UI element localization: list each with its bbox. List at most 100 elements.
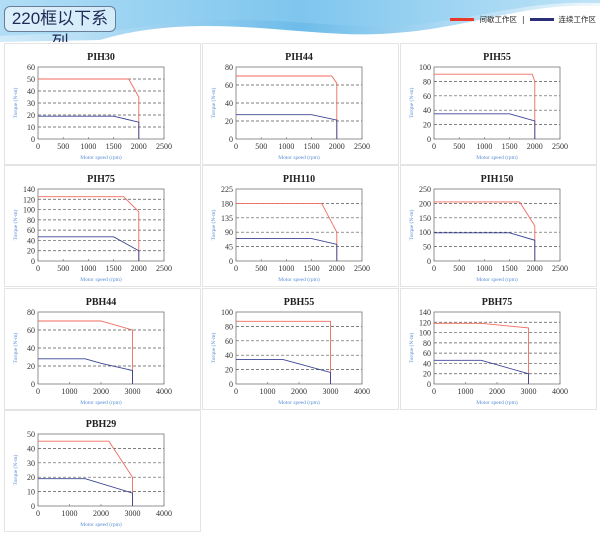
- y-tick-label: 20: [27, 247, 35, 256]
- series-continuous-line: [38, 115, 140, 139]
- x-tick-label: 1500: [304, 142, 320, 151]
- x-tick-label: 1500: [106, 142, 122, 151]
- y-tick-label: 50: [27, 430, 35, 439]
- y-axis-label: Torque (N-m): [210, 88, 217, 119]
- x-tick-label: 1000: [476, 264, 492, 273]
- series-continuous-line: [236, 238, 338, 261]
- y-tick-label: 40: [423, 359, 431, 368]
- y-tick-label: 40: [27, 236, 35, 245]
- series-continuous-line: [236, 359, 331, 384]
- y-tick-label: 40: [27, 87, 35, 96]
- x-tick-label: 2000: [93, 509, 109, 518]
- chart-title: PBH44: [86, 297, 117, 308]
- chart-svg: PIH110 0 45 90 135 180 225 0 500 1000 1500 2000 2500…: [210, 174, 370, 283]
- y-tick-label: 120: [23, 195, 35, 204]
- chart-title: PIH44: [285, 52, 313, 63]
- x-tick-label: 500: [57, 142, 69, 151]
- x-tick-label: 500: [255, 264, 267, 273]
- series-intermittent-line: [434, 322, 529, 384]
- plot-frame: [235, 188, 363, 262]
- x-axis-label: Motor speed (rpm): [278, 154, 320, 161]
- chart-panel-pih44: PIH44 0 20 40 60 80 0 500 1000 1500 2000 2500 Motor …: [202, 43, 399, 165]
- series-continuous-line: [236, 114, 338, 139]
- y-tick-label: 40: [27, 344, 35, 353]
- x-tick-label: 0: [234, 264, 238, 273]
- y-tick-label: 10: [27, 123, 35, 132]
- series-continuous-line: [38, 358, 133, 384]
- x-tick-label: 500: [57, 264, 69, 273]
- y-tick-label: 0: [229, 135, 233, 144]
- chart-panel-pih30: PIH30 0 10 20 30 40 50 60 0 500 1000 1500 2000 2500 Mo…: [4, 43, 201, 165]
- x-tick-label: 1000: [80, 142, 96, 151]
- x-tick-label: 500: [453, 142, 465, 151]
- x-tick-label: 2000: [489, 387, 505, 396]
- y-tick-label: 100: [419, 329, 431, 338]
- y-tick-label: 0: [31, 502, 35, 511]
- series-intermittent-line: [38, 196, 140, 261]
- y-tick-label: 20: [27, 473, 35, 482]
- y-tick-label: 100: [221, 308, 233, 317]
- y-tick-label: 10: [27, 488, 35, 497]
- x-tick-label: 4000: [156, 387, 172, 396]
- series-intermittent-line: [38, 440, 133, 506]
- x-tick-label: 4000: [156, 509, 172, 518]
- y-tick-label: 0: [427, 380, 431, 389]
- chart-panel-pbh75: PBH75 0 20 40 60 80 100 120 140 0 1000 2000 3000 4000…: [400, 288, 597, 410]
- y-tick-label: 40: [27, 444, 35, 453]
- chart-panel-pih75: PIH75 0 20 40 60 80 100 120 140 0 500 1000 1500 2000 2…: [4, 165, 201, 287]
- chart-svg: PBH44 0 20 40 60 80 0 1000 2000 3000 4000 Motor spe…: [12, 297, 172, 406]
- x-tick-label: 0: [36, 142, 40, 151]
- x-tick-label: 0: [36, 387, 40, 396]
- x-tick-label: 1500: [502, 264, 518, 273]
- x-tick-label: 2500: [354, 142, 370, 151]
- chart-panel-pbh29: PBH29 0 10 20 30 40 50 0 1000 2000 3000 4000 Motor s…: [4, 410, 201, 532]
- y-tick-label: 80: [225, 63, 233, 72]
- y-axis-label: Torque (N-m): [12, 88, 19, 119]
- y-axis-label: Torque (N-m): [12, 455, 19, 486]
- y-tick-label: 0: [427, 257, 431, 266]
- legend-label-continuous: 连续工作区: [558, 15, 597, 24]
- series-continuous-line: [434, 359, 529, 384]
- y-tick-label: 60: [225, 337, 233, 346]
- chart-title: PBH55: [284, 297, 315, 308]
- series-intermittent-line: [236, 75, 338, 139]
- y-tick-label: 0: [31, 135, 35, 144]
- y-axis-label: Torque (N-m): [408, 333, 415, 364]
- y-tick-label: 0: [229, 380, 233, 389]
- plot-frame: [433, 188, 561, 262]
- x-tick-label: 2000: [131, 264, 147, 273]
- x-tick-label: 2000: [131, 142, 147, 151]
- x-tick-label: 2500: [552, 142, 568, 151]
- x-axis-label: Motor speed (rpm): [80, 521, 122, 528]
- y-tick-label: 40: [423, 106, 431, 115]
- x-tick-label: 0: [234, 142, 238, 151]
- x-tick-label: 3000: [125, 387, 141, 396]
- chart-title: PIH55: [483, 52, 511, 63]
- x-axis-label: Motor speed (rpm): [278, 399, 320, 406]
- x-axis-label: Motor speed (rpm): [80, 154, 122, 161]
- y-tick-label: 120: [419, 318, 431, 327]
- x-axis-label: Motor speed (rpm): [476, 276, 518, 283]
- y-tick-label: 60: [27, 326, 35, 335]
- series-intermittent-line: [434, 201, 536, 261]
- x-axis-label: Motor speed (rpm): [80, 276, 122, 283]
- y-tick-label: 135: [221, 214, 233, 223]
- y-tick-label: 0: [229, 257, 233, 266]
- x-tick-label: 1000: [476, 142, 492, 151]
- y-tick-label: 30: [27, 459, 35, 468]
- y-tick-label: 60: [27, 226, 35, 235]
- x-axis-label: Motor speed (rpm): [80, 399, 122, 406]
- plot-frame: [37, 66, 165, 140]
- y-tick-label: 60: [225, 81, 233, 90]
- plot-frame: [433, 66, 561, 140]
- chart-title: PBH75: [482, 297, 513, 308]
- y-tick-label: 20: [225, 366, 233, 375]
- y-tick-label: 225: [221, 185, 233, 194]
- x-tick-label: 0: [36, 264, 40, 273]
- chart-title: PIH75: [87, 174, 115, 185]
- plot-frame: [235, 66, 363, 140]
- x-tick-label: 500: [453, 264, 465, 273]
